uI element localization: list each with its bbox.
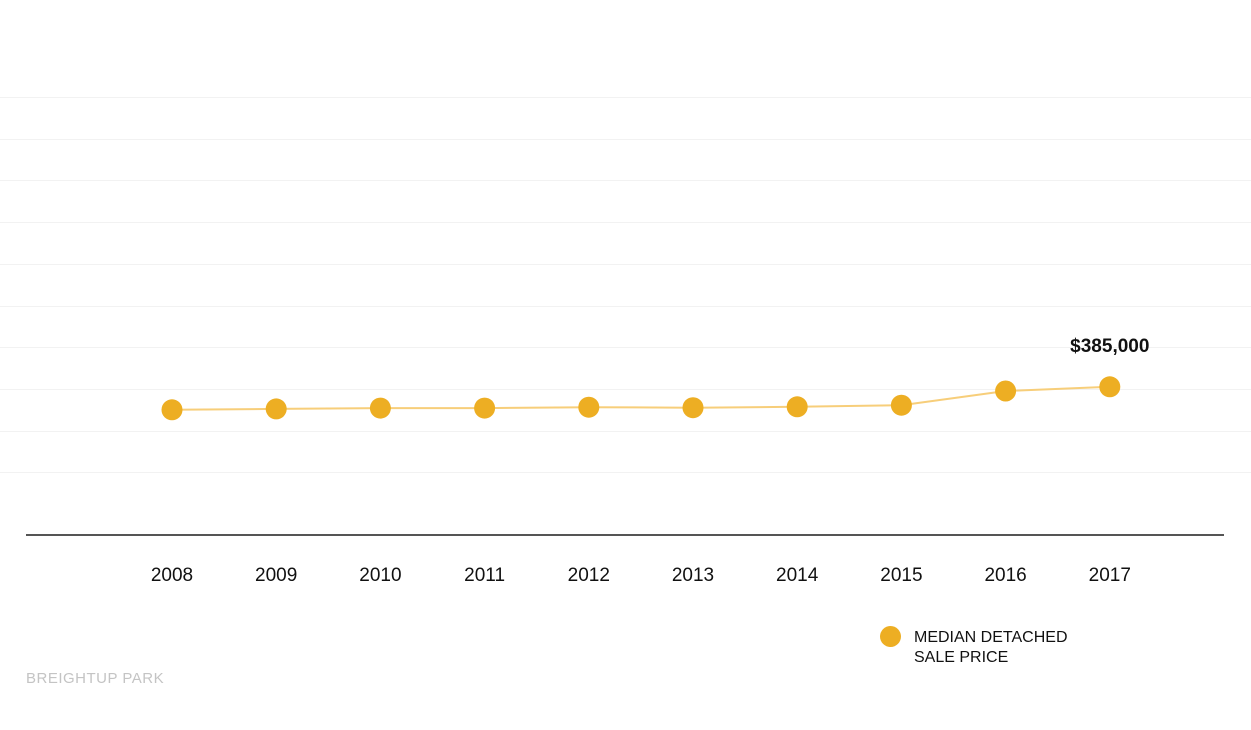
data-points (161, 376, 1121, 421)
x-tick-label-2008: 2008 (151, 565, 193, 586)
x-tick-label-2012: 2012 (568, 565, 610, 586)
data-point-2008 (161, 399, 183, 421)
data-point-2013 (682, 397, 704, 419)
data-point-2011 (474, 397, 496, 419)
x-tick-label-2010: 2010 (359, 565, 401, 586)
gridlines (0, 97, 1251, 473)
x-tick-label-2013: 2013 (672, 565, 714, 586)
data-label-2017: $385,000 (1070, 336, 1149, 357)
data-point-2015 (890, 394, 912, 416)
data-point-2010 (369, 397, 391, 419)
data-point-2016 (995, 380, 1017, 402)
x-tick-label-2016: 2016 (984, 565, 1026, 586)
series-line-median-detached-sale-price (171, 385, 1110, 411)
x-tick-label-2011: 2011 (464, 565, 505, 586)
data-point-2012 (578, 396, 600, 418)
watermark-text: BREIGHTUP PARK (26, 670, 165, 687)
data-point-2014 (786, 396, 808, 418)
x-tick-label-2015: 2015 (880, 565, 922, 586)
legend-label: MEDIAN DETACHED SALE PRICE (914, 629, 1068, 666)
data-point-2009 (265, 398, 287, 420)
x-tick-label-2009: 2009 (255, 565, 297, 586)
x-tick-label-2017: 2017 (1089, 565, 1131, 586)
legend-marker (880, 626, 901, 647)
x-tick-label-2014: 2014 (776, 565, 819, 586)
legend: MEDIAN DETACHED SALE PRICE (880, 626, 1104, 668)
x-tick-labels: 2008 2009 2010 2011 2012 2013 2014 2015 2016 2017 (151, 565, 1131, 586)
data-point-2017 (1099, 376, 1121, 398)
data-labels: $385,000 (1070, 336, 1149, 357)
